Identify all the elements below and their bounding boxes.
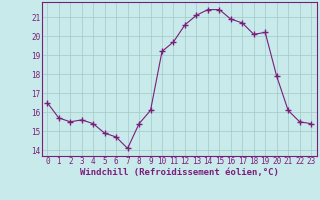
X-axis label: Windchill (Refroidissement éolien,°C): Windchill (Refroidissement éolien,°C) <box>80 168 279 177</box>
